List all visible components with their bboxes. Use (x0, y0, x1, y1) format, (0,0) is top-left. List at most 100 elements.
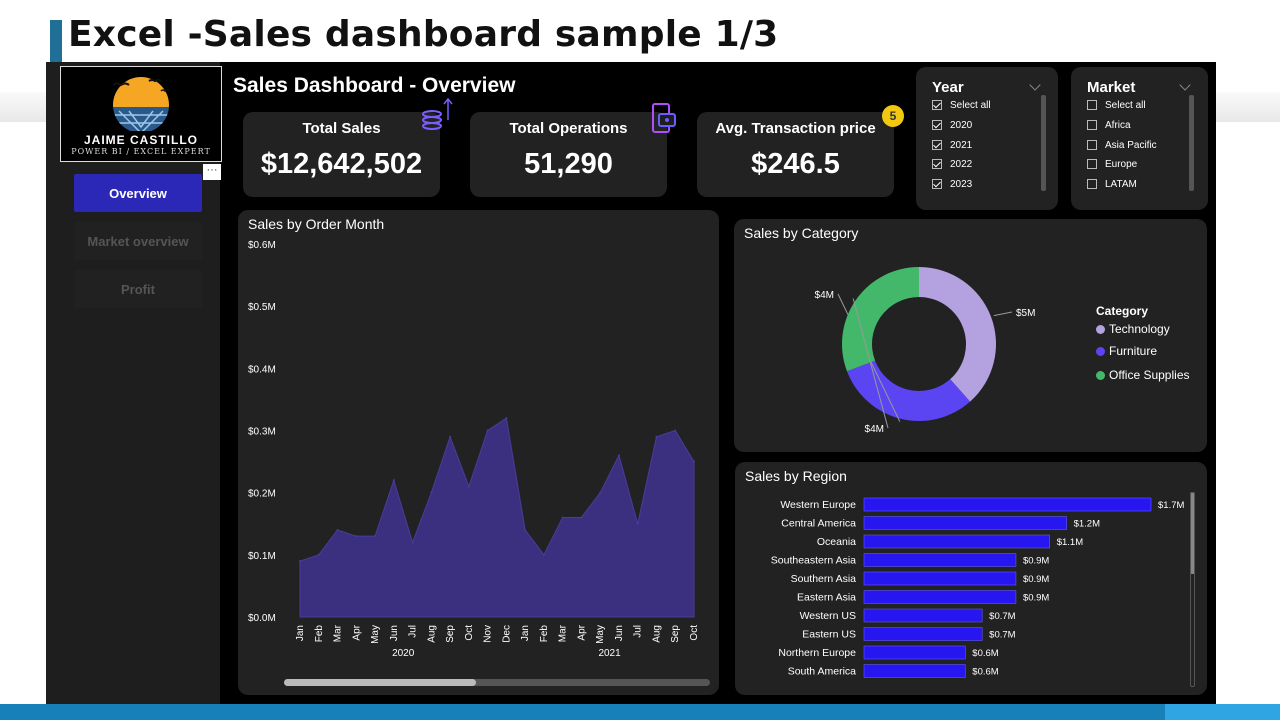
data-label: $0.7M (989, 611, 1015, 622)
legend-item-technology[interactable]: Technology (1096, 322, 1170, 336)
checkbox[interactable] (1087, 179, 1097, 189)
chart-title: Sales by Region (745, 468, 847, 484)
checkbox[interactable] (1087, 159, 1097, 169)
data-point (430, 491, 433, 494)
slicer-item[interactable]: 2023 (932, 176, 972, 192)
bottom-bar (0, 704, 1280, 720)
data-label: $0.9M (1023, 556, 1049, 567)
data-point (392, 479, 395, 482)
data-point (467, 485, 470, 488)
checkbox[interactable] (1087, 120, 1097, 130)
slicer-scrollbar[interactable] (1041, 95, 1046, 191)
y-tick-label: $0.1M (248, 551, 276, 562)
x-tick-label: Aug (426, 625, 437, 643)
x-tick-label: Oct (689, 625, 700, 641)
kpi-value: $246.5 (751, 148, 840, 180)
x-tick-label: Jan (295, 625, 306, 641)
category-label: Western Europe (780, 499, 856, 511)
x-tick-label: Mar (558, 624, 569, 642)
checkbox[interactable] (932, 159, 942, 169)
bar (863, 534, 1050, 549)
kpi-label: Total Operations (509, 120, 628, 137)
bar (863, 516, 1067, 530)
leader-line (993, 311, 1013, 317)
slicer-item[interactable]: Europe (1087, 156, 1137, 172)
category-label: Western US (800, 610, 856, 622)
legend-item-office-supplies[interactable]: Office Supplies (1096, 368, 1190, 382)
sales-by-month-card: Sales by Order Month $0.0M $0.1M $0.2M $0.3… (238, 210, 719, 695)
notification-badge[interactable]: 5 (882, 105, 904, 127)
slice-label: $4M (865, 424, 884, 435)
area-chart: $0.0M $0.1M $0.2M $0.3M $0.4M $0.5M $0.6M Jan Fe… (248, 240, 710, 686)
slicer-item[interactable]: Select all (1087, 97, 1146, 113)
slicer-item[interactable]: 2021 (932, 137, 972, 153)
donut-slice (847, 360, 971, 421)
category-label: Eastern Asia (797, 592, 856, 604)
slice-label: $5M (1016, 308, 1035, 319)
bottom-bar-accent (1165, 704, 1280, 720)
bar (863, 497, 1152, 512)
data-point (336, 528, 339, 531)
chart-title: Sales by Category (744, 225, 859, 241)
data-point (617, 454, 620, 457)
bar (863, 553, 1017, 567)
x-tick-label: Apr (576, 624, 587, 640)
checkbox[interactable] (932, 120, 942, 130)
slicer-title: Market (1087, 79, 1136, 96)
slicer-title: Year (932, 79, 964, 96)
leader-line (852, 298, 889, 429)
data-point (374, 535, 377, 538)
logo-subtitle: POWER BI / EXCEL EXPERT (71, 147, 211, 156)
chevron-down-icon[interactable] (1029, 79, 1041, 91)
h-scroll-thumb (284, 679, 476, 686)
slicer-item[interactable]: Asia Pacific (1087, 137, 1157, 153)
more-options-button[interactable]: ··· (203, 164, 221, 180)
checkbox[interactable] (1087, 140, 1097, 150)
nav-market-overview-button[interactable]: Market overview (74, 222, 202, 260)
slicer-scrollbar[interactable] (1189, 95, 1194, 191)
title-accent-bar (50, 20, 62, 62)
nav-overview-button[interactable]: Overview (74, 174, 202, 212)
bar (863, 645, 966, 660)
legend-dot (1096, 324, 1105, 334)
x-tick-label: Dec (501, 625, 512, 643)
region-scrollbar[interactable] (1190, 492, 1195, 574)
checkbox[interactable] (932, 179, 942, 189)
data-label: $1.7M (1158, 500, 1184, 511)
sales-by-region-card: Sales by Region Western Europe $1.7M Centr… (735, 462, 1207, 695)
data-label: $1.2M (1074, 519, 1100, 530)
x-tick-label: Jan (520, 625, 531, 641)
x-group-label: 2021 (598, 648, 621, 659)
checkbox[interactable] (932, 100, 942, 110)
donut-chart: $5M $4M $4M (815, 267, 1035, 435)
dashboard: JAIME CASTILLO POWER BI / EXCEL EXPERT ·… (46, 62, 1216, 706)
slicer-item[interactable]: Select all (932, 97, 991, 113)
data-label: $0.9M (1023, 593, 1049, 604)
legend-title: Category (1096, 304, 1149, 318)
x-tick-label: Mar (333, 624, 344, 642)
nav-profit-button[interactable]: Profit (74, 270, 202, 308)
sales-by-category-card: Sales by Category $5M $4M $4M Category Tec… (734, 219, 1207, 452)
chart-title: Sales by Order Month (248, 216, 385, 232)
chevron-down-icon[interactable] (1179, 79, 1191, 91)
slicer-item[interactable]: Africa (1087, 117, 1131, 133)
slicer-item[interactable]: LATAM (1087, 176, 1137, 192)
slicer-item[interactable]: 2020 (932, 117, 972, 133)
legend-item-furniture[interactable]: Furniture (1096, 344, 1157, 358)
x-tick-label: Jun (614, 625, 625, 641)
data-point (299, 560, 301, 563)
data-point (355, 535, 358, 538)
slicer-item[interactable]: 2022 (932, 156, 972, 172)
donut-slice (919, 267, 996, 402)
kpi-total-operations-card: Total Operations 51,290 (470, 112, 667, 197)
region-scroll-track[interactable] (1190, 492, 1195, 687)
category-label: Oceania (817, 536, 856, 548)
kpi-value: $12,642,502 (260, 148, 423, 180)
x-tick-label: Apr (351, 624, 362, 640)
data-point (599, 491, 602, 494)
checkbox[interactable] (932, 140, 942, 150)
data-point (411, 541, 414, 544)
logo-name: JAIME CASTILLO (83, 133, 198, 147)
checkbox[interactable] (1087, 100, 1097, 110)
x-tick-label: Jun (389, 625, 400, 641)
